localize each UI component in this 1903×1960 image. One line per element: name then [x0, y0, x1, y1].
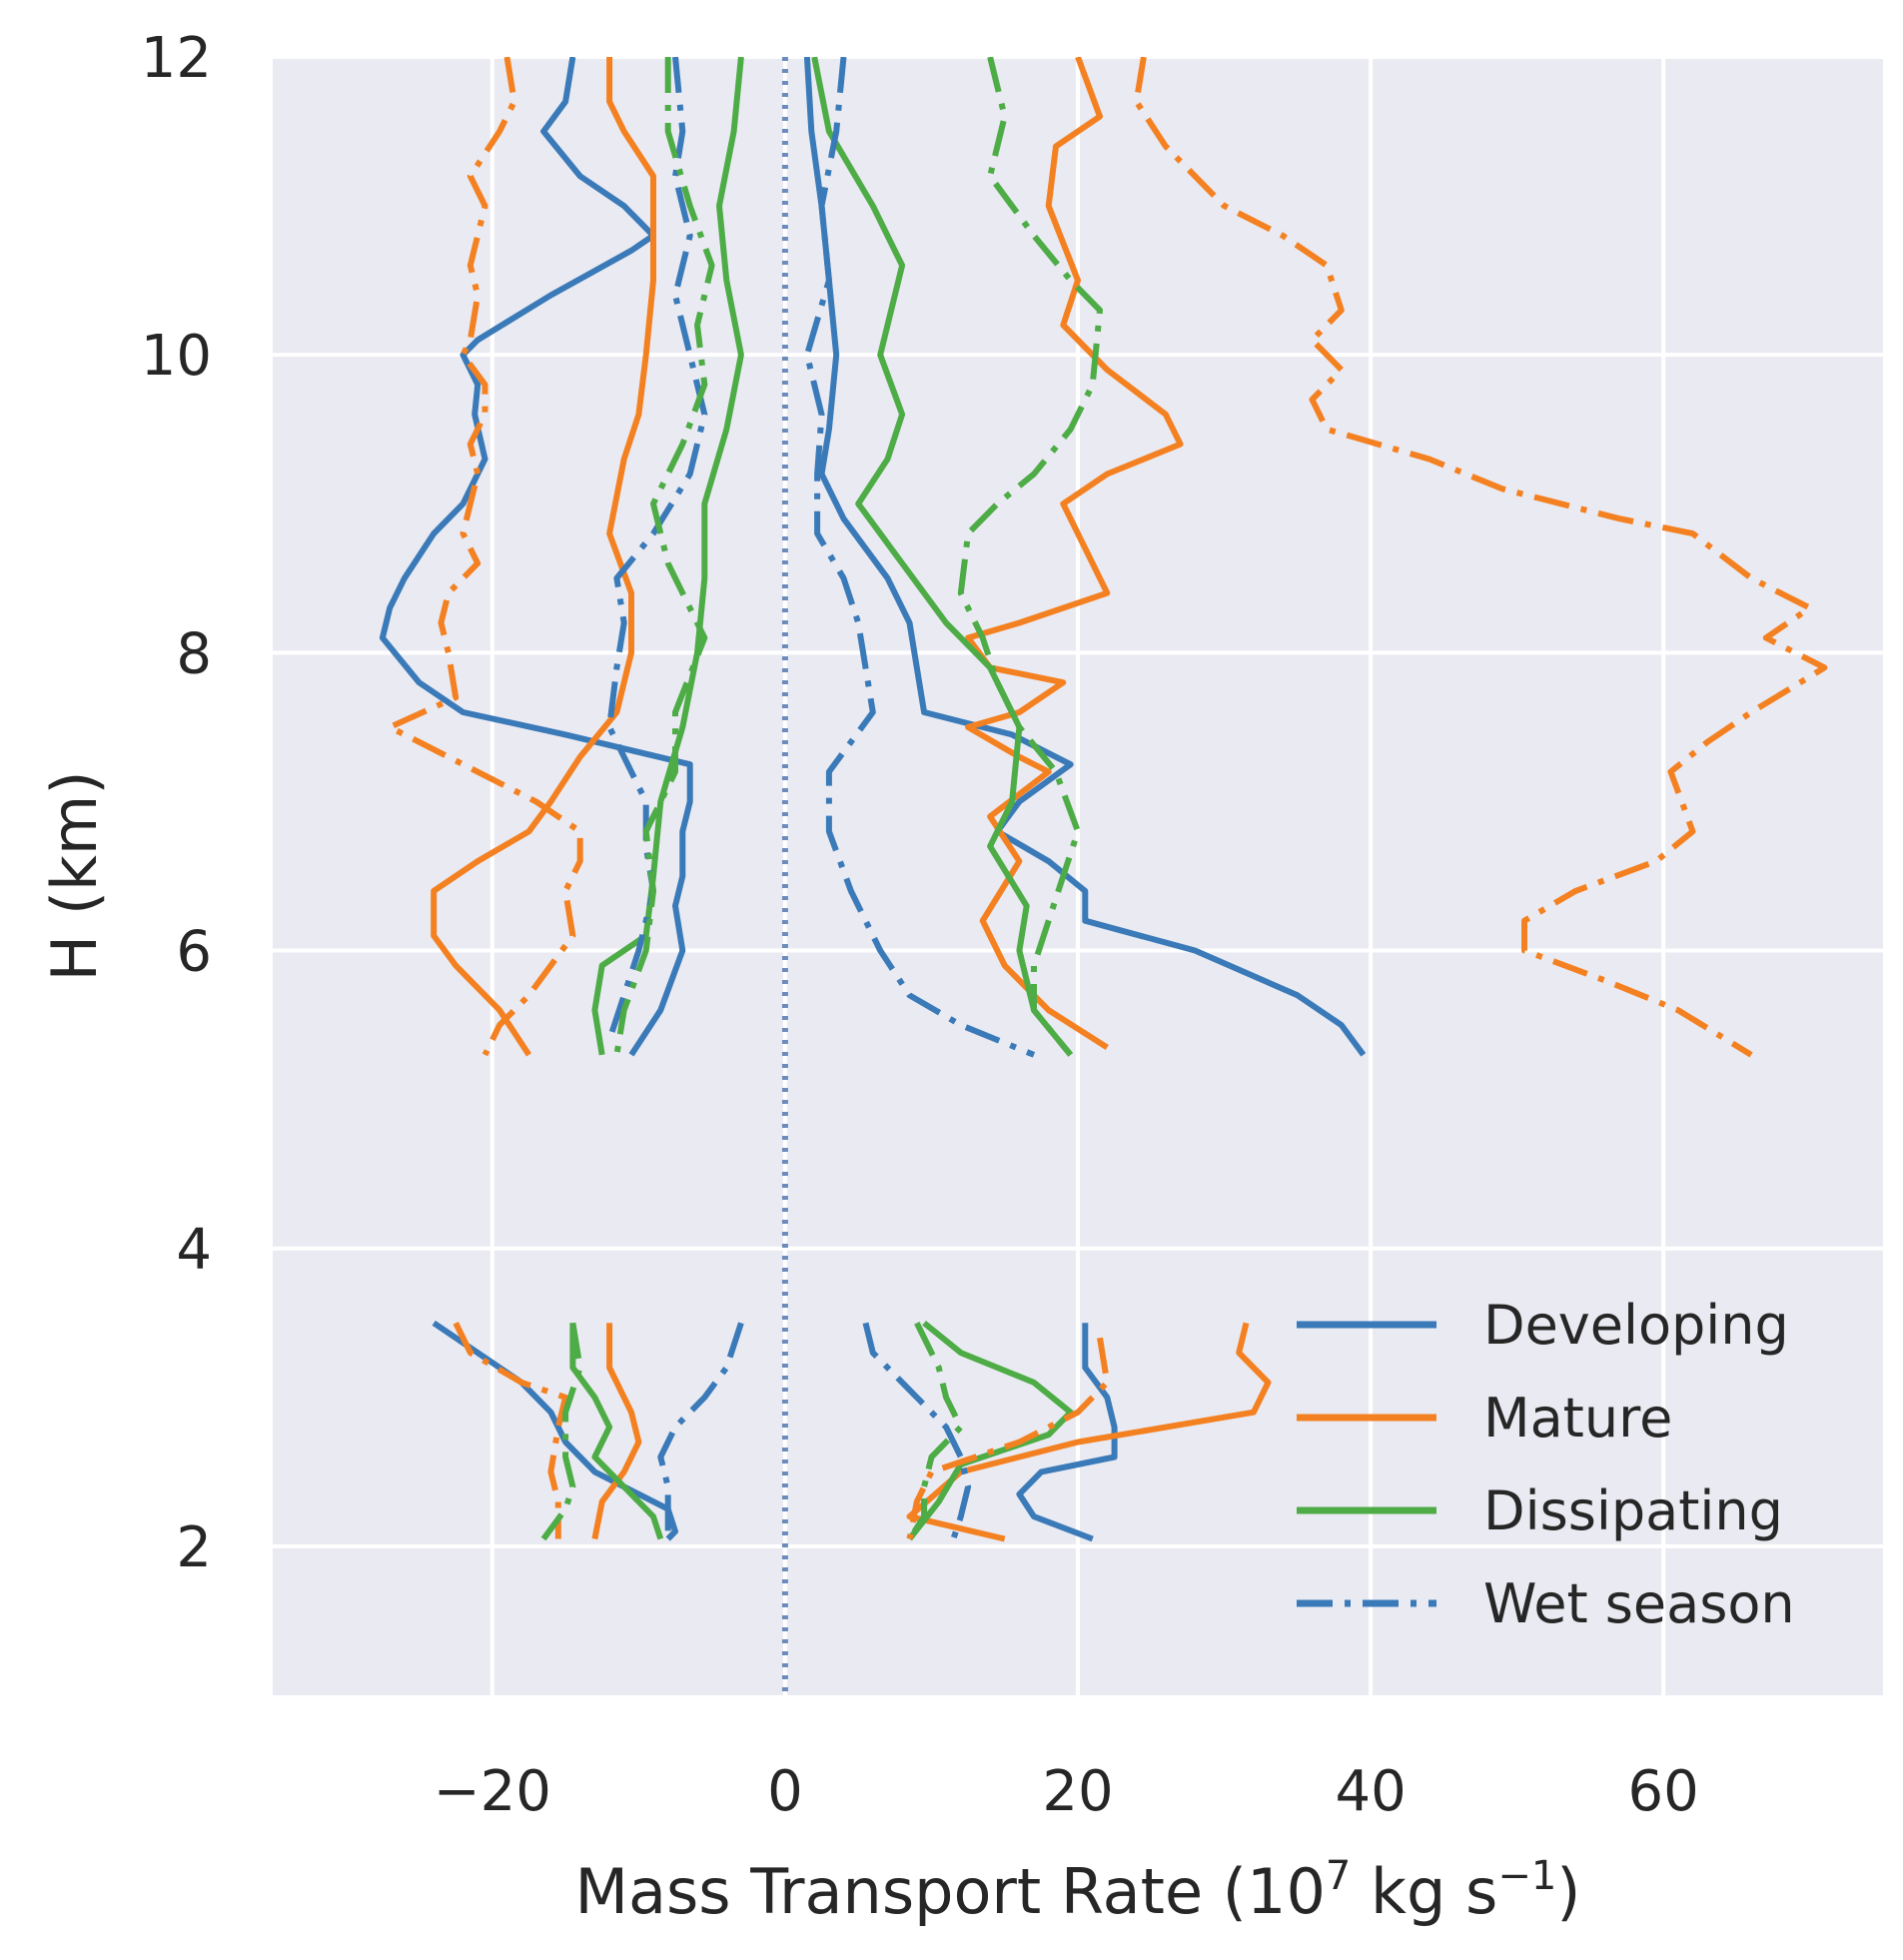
series-line-dissipating: [811, 57, 1074, 1057]
x-tick-label: 60: [1628, 1759, 1699, 1824]
x-tick-label: 0: [767, 1759, 803, 1824]
series-line-dissipating-dashdot: [540, 1322, 583, 1541]
x-axis-label-main: Mass Transport Rate (10: [575, 1855, 1326, 1928]
series-group: [379, 57, 1828, 1542]
y-tick-label: 4: [176, 1218, 212, 1283]
x-tick-labels: −20 0 20 40 60: [434, 1759, 1699, 1824]
y-tick-label: 8: [176, 621, 212, 686]
series-line-developing: [803, 57, 1367, 1057]
legend-label: Developing: [1483, 1294, 1789, 1357]
x-tick-label: −20: [434, 1759, 551, 1824]
legend-label: Mature: [1483, 1387, 1672, 1450]
x-axis-label-close: ): [1556, 1855, 1580, 1928]
legend-label: Wet season: [1483, 1572, 1795, 1635]
y-tick-label: 12: [141, 26, 212, 91]
series-line-mature: [431, 57, 656, 1057]
y-tick-label: 10: [141, 324, 212, 389]
series-line-dissipating-dashdot: [613, 57, 715, 1056]
series-line-dissipating: [907, 1320, 1074, 1541]
y-tick-label: 2: [176, 1515, 212, 1580]
x-axis-label: Mass Transport Rate (107 kg s−1): [575, 1853, 1581, 1928]
y-tick-labels: 2 4 6 8 10 12: [141, 26, 212, 1580]
series-line-wet-season-dashdot: [803, 57, 1036, 1058]
legend: Developing Mature Dissipating Wet season: [1297, 1294, 1795, 1635]
series-line-dissipating: [591, 57, 744, 1056]
series-line-wet-season-dashdot: [657, 1322, 744, 1539]
series-line-mature-dashdot: [453, 1321, 569, 1539]
series-line-mature-dashdot: [906, 1337, 1111, 1540]
series-line-dissipating-dashdot: [906, 1321, 964, 1541]
y-axis-label: H (km): [38, 770, 111, 981]
x-tick-label: 20: [1042, 1759, 1113, 1824]
series-line-wet-season-dashdot: [862, 1322, 972, 1540]
series-line-dissipating-dashdot: [957, 57, 1103, 1057]
series-line-mature: [965, 57, 1184, 1051]
series-line-developing: [379, 57, 693, 1057]
series-line-developing: [1016, 1323, 1118, 1542]
x-axis-label-unit: kg s: [1351, 1855, 1497, 1928]
series-line-mature-dashdot: [1133, 57, 1828, 1058]
legend-label: Dissipating: [1483, 1479, 1783, 1542]
x-axis-label-unit-exponent: −1: [1497, 1853, 1556, 1899]
series-line-mature: [591, 1323, 642, 1540]
x-tick-label: 40: [1335, 1759, 1406, 1824]
y-tick-label: 6: [176, 920, 212, 985]
series-line-mature-dashdot: [387, 57, 583, 1057]
x-axis-label-exponent: 7: [1326, 1853, 1351, 1899]
